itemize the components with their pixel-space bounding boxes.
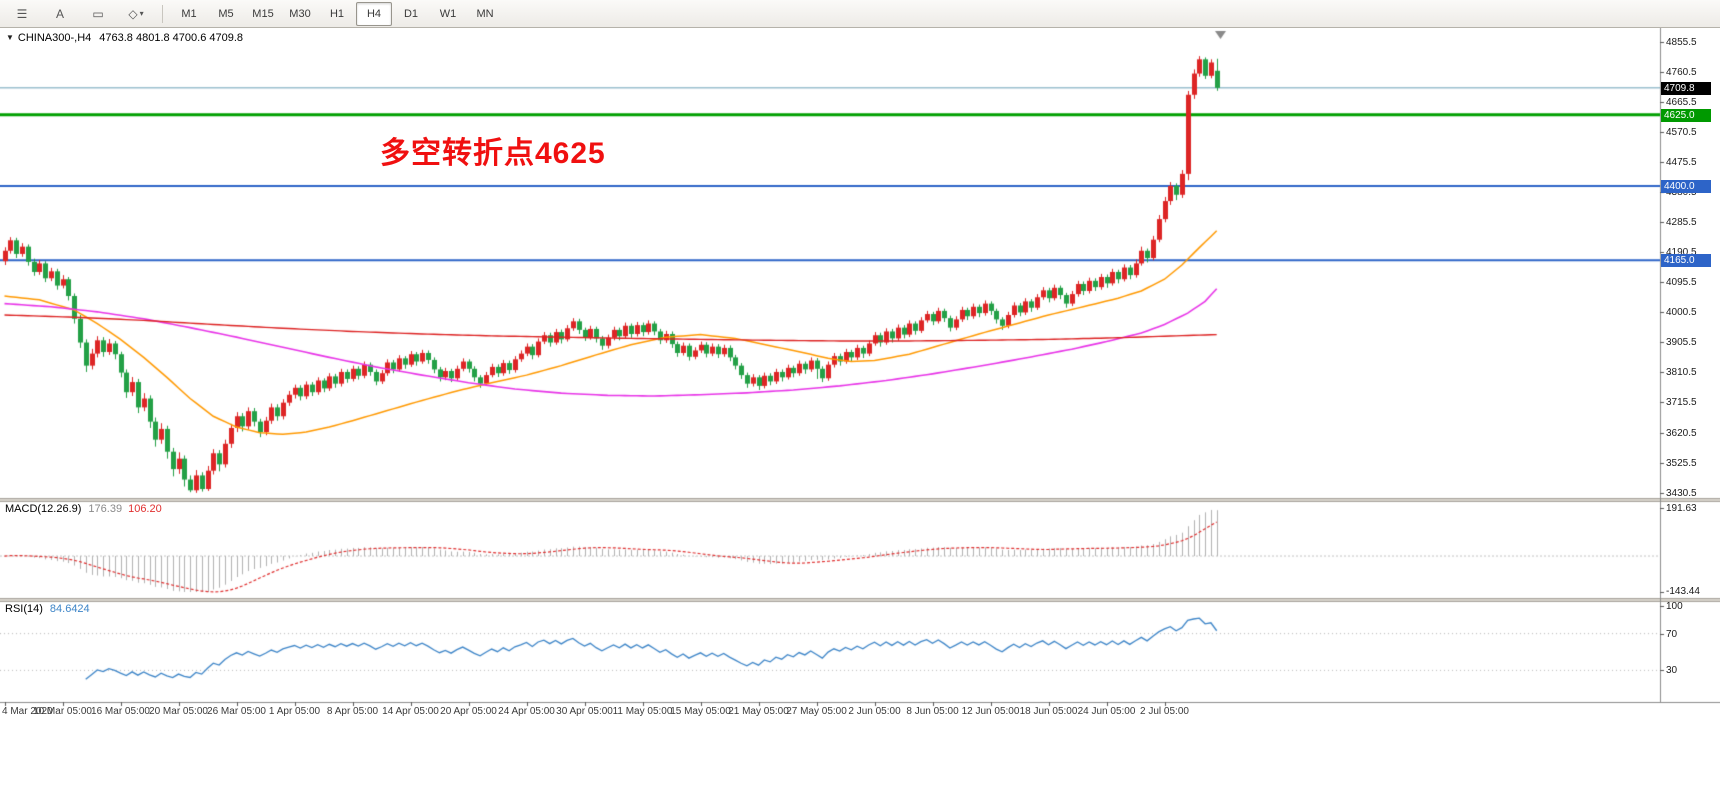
rsi-label: RSI(14) [5,603,43,615]
macd-label: MACD(12.26.9) [5,503,82,515]
rsi-header: RSI(14) 84.6424 [5,603,90,615]
chart-ohlc-values: 4763.8 4801.8 4700.6 4709.8 [99,32,244,44]
chart-title: ▼ CHINA300-,H4 4763.8 4801.8 4700.6 4709.8 [6,32,243,44]
timeframe-button-h4[interactable]: H4 [356,1,392,26]
timeframe-button-m5[interactable]: M5 [218,7,234,20]
timeframe-button-m1[interactable]: M1 [181,7,197,20]
timeframe-button-m30[interactable]: M30 [289,7,311,20]
macd-main-value: 176.39 [88,503,123,515]
toolbar-separator [162,4,163,23]
chevron-down-icon: ▾ [139,9,144,18]
timeframe-button-mn[interactable]: MN [476,7,494,20]
rsi-value: 84.6424 [49,603,90,615]
chart-symbol-label: CHINA300-,H4 [17,32,92,44]
shapes-tool-icon: ◇ [128,6,138,21]
shapes-tool-button[interactable]: ◇ ▾ [118,2,154,26]
text-tool-button[interactable]: A [42,2,78,26]
charts-list-button[interactable]: ☰ [4,2,40,26]
text-tool-icon: A [55,6,64,21]
macd-header: MACD(12.26.9) 176.39 106.20 [5,503,162,515]
timeframe-button-m15[interactable]: M15 [252,7,274,20]
timeframe-button-d1[interactable]: D1 [403,7,419,20]
timeframe-button-h1[interactable]: H1 [329,7,345,20]
chart-canvas[interactable] [0,28,1720,792]
timeframe-group: M1 M5 M15 M30 H1 H4 D1 W1 MN [171,1,503,26]
chart-menu-icon[interactable]: ▼ [6,33,14,42]
chart-annotation[interactable]: 多空转折点4625 [380,137,606,170]
frame-tool-button[interactable]: ▭ [80,2,116,26]
charts-list-icon: ☰ [16,6,28,21]
frame-tool-icon: ▭ [92,6,104,21]
macd-signal-value: 106.20 [128,503,162,515]
timeframe-button-w1[interactable]: W1 [439,7,457,20]
toolbar: ☰ A ▭ ◇ ▾ M1 M5 M15 M30 H1 H4 D1 W1 MN [0,0,1720,28]
